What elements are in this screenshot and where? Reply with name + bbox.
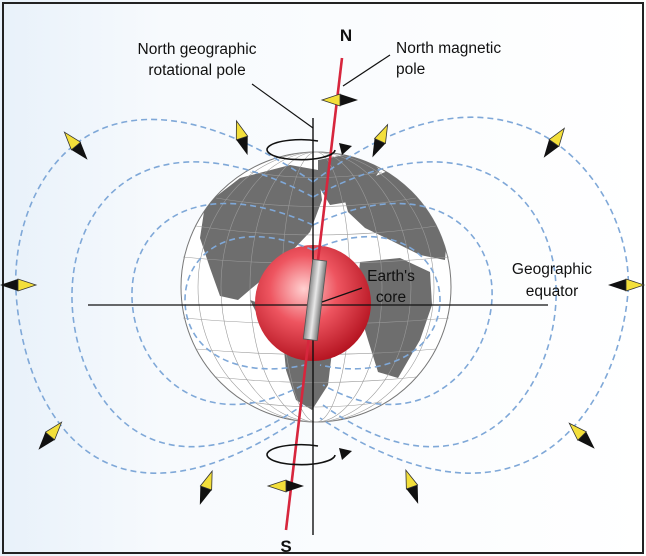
- compass-needle-icon: [543, 127, 566, 158]
- equator-label-line2: equator: [526, 283, 579, 300]
- magnetic-field-lines: [14, 116, 630, 474]
- bar-magnet-icon: [302, 259, 328, 341]
- compass-needle-icon: [0, 278, 38, 292]
- north-pole-label: N: [340, 26, 352, 45]
- core-label-line2: core: [376, 289, 406, 306]
- south-pole-label: S: [280, 537, 291, 556]
- field-line-left-3: [131, 202, 314, 406]
- field-line-left-outer: [14, 118, 314, 474]
- field-line-right-4: [312, 235, 441, 370]
- north-magnetic-label: North magnetic: [396, 40, 501, 57]
- compass-needle-icon: [199, 469, 213, 505]
- north-magnetic-label-line2: pole: [396, 61, 425, 78]
- compass-needle-icon: [266, 479, 304, 493]
- compass-needle-icon: [405, 468, 419, 504]
- north-geographic-label: North geographic: [138, 41, 257, 58]
- equator-label: Geographic: [512, 261, 592, 278]
- compass-needle-icon: [568, 422, 595, 449]
- field-line-right-2: [312, 161, 557, 448]
- field-line-left-4: [184, 235, 314, 370]
- core-label: Earth's: [367, 268, 415, 285]
- rotation-arrow-icon: [266, 443, 352, 466]
- compass-needle-icon: [372, 123, 389, 158]
- field-line-right-outer: [312, 116, 630, 474]
- north-geographic-label-line2: rotational pole: [148, 62, 245, 79]
- rotation-arrow-icon: [266, 138, 352, 161]
- field-line-left-2: [71, 161, 314, 448]
- compass-needle-icon: [63, 131, 88, 160]
- compass-needle-icon: [235, 119, 249, 156]
- leader-lines: [251, 54, 391, 303]
- compass-needle-icon: [608, 278, 646, 292]
- compass-needle-icon: [320, 93, 358, 107]
- compass-needles: [0, 93, 646, 505]
- compass-needle-icon: [38, 421, 63, 450]
